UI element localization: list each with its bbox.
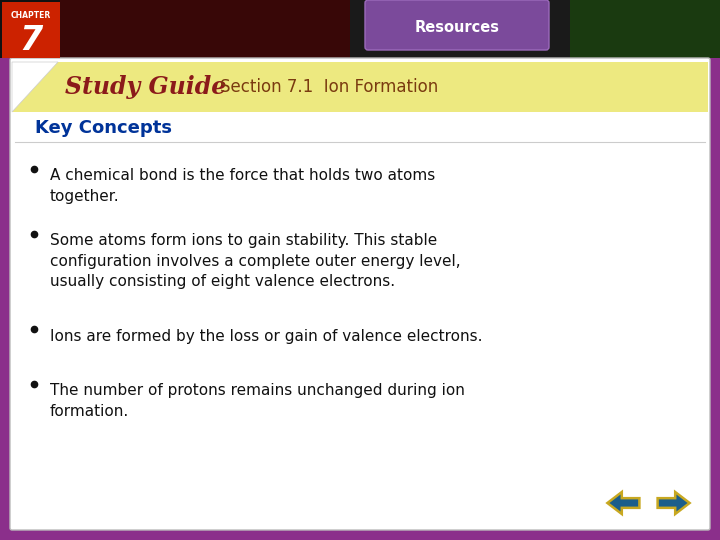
- FancyBboxPatch shape: [10, 58, 710, 530]
- Text: Ions are formed by the loss or gain of valence electrons.: Ions are formed by the loss or gain of v…: [50, 328, 482, 343]
- Text: Resources: Resources: [415, 19, 500, 35]
- Text: Some atoms form ions to gain stability. This stable
configuration involves a com: Some atoms form ions to gain stability. …: [50, 233, 461, 289]
- Polygon shape: [12, 62, 58, 112]
- Text: 7: 7: [19, 24, 42, 57]
- Bar: [350, 0, 720, 58]
- Text: A chemical bond is the force that holds two atoms
together.: A chemical bond is the force that holds …: [50, 168, 436, 204]
- Bar: [0, 0, 350, 58]
- Text: Study Guide: Study Guide: [65, 75, 226, 99]
- Text: The number of protons remains unchanged during ion
formation.: The number of protons remains unchanged …: [50, 383, 465, 419]
- Text: Key Concepts: Key Concepts: [35, 119, 172, 137]
- Polygon shape: [608, 492, 639, 514]
- Text: Section 7.1  Ion Formation: Section 7.1 Ion Formation: [220, 78, 438, 96]
- Polygon shape: [657, 492, 690, 514]
- Bar: [570, 0, 720, 58]
- Text: CHAPTER: CHAPTER: [11, 11, 51, 21]
- Bar: [60, 0, 350, 58]
- Bar: [12, 62, 708, 112]
- FancyBboxPatch shape: [365, 0, 549, 50]
- Bar: [2, 2, 60, 58]
